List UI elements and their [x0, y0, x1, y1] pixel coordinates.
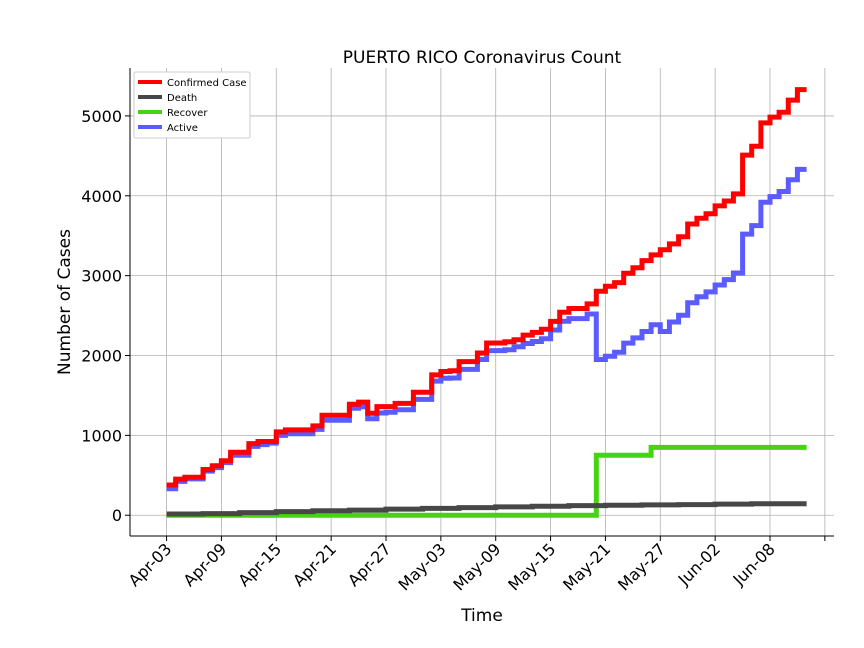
x-tick-label: May-09	[449, 539, 504, 594]
x-tick-label: Jun-02	[674, 539, 724, 589]
legend-box	[133, 71, 251, 139]
legend-label-confirmed-case: Confirmed Case	[167, 78, 247, 89]
series-death	[166, 501, 807, 517]
x-tick-label: May-03	[395, 539, 450, 594]
y-tick-label: 1000	[81, 426, 122, 445]
x-axis-title: Time	[460, 606, 503, 626]
series-layer	[166, 87, 807, 518]
axes	[129, 68, 834, 537]
series-confirmed-case	[166, 87, 807, 488]
y-axis-title: Number of Cases	[55, 229, 75, 375]
chart-title: PUERTO RICO Coronavirus Count	[343, 48, 622, 68]
y-tick-label: 2000	[81, 347, 122, 366]
x-tick-label: May-21	[559, 539, 614, 594]
y-tick-label: 4000	[81, 187, 122, 206]
legend-label-active: Active	[167, 123, 198, 134]
x-tick-label: Apr-03	[125, 539, 176, 590]
y-tick-label: 3000	[81, 267, 122, 286]
x-tick-label: Apr-09	[179, 539, 230, 590]
x-tick-label: Apr-21	[289, 539, 340, 590]
x-ticks: Apr-03 Apr-09 Apr-15 Apr-21 Apr-27 May-03 May-…	[125, 536, 826, 595]
legend-label-death: Death	[167, 93, 197, 104]
series-recover	[166, 444, 807, 518]
y-ticks: 0 1000 2000 3000 4000 5000	[81, 107, 130, 525]
x-tick-label: May-15	[504, 539, 559, 594]
x-tick-label: May-27	[614, 539, 669, 594]
x-tick-label: Jun-08	[729, 539, 779, 589]
legend-label-recover: Recover	[167, 108, 208, 119]
y-tick-label: 5000	[81, 107, 122, 126]
y-tick-label: 0	[112, 506, 122, 525]
x-tick-label: Apr-15	[234, 539, 285, 590]
x-tick-label: Apr-27	[344, 539, 395, 590]
legend: Confirmed Case Death Recover Active	[133, 71, 251, 139]
